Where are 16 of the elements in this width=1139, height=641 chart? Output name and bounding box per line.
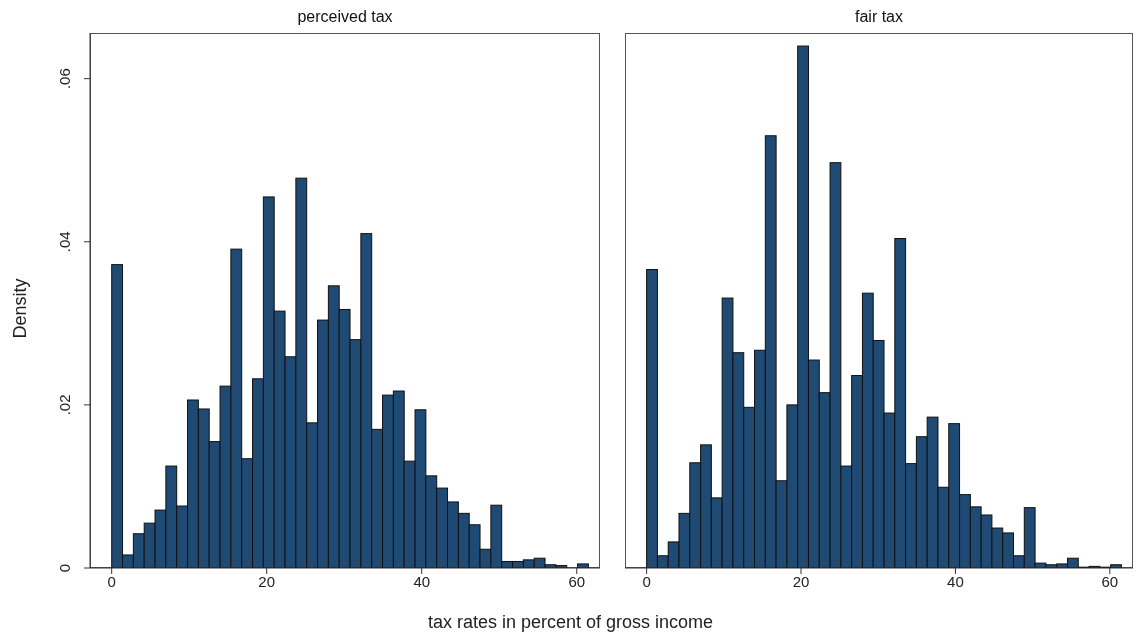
y-tick-label: .06 xyxy=(56,68,73,90)
x-tick-label: 40 xyxy=(947,572,964,590)
chart-title: perceived tax xyxy=(296,8,394,26)
x-tick-label: 0 xyxy=(107,572,116,590)
chart-title: fair tax xyxy=(854,8,904,26)
x-tick-label: 20 xyxy=(258,572,276,590)
x-tick-label: 0 xyxy=(642,572,651,590)
x-axis-title: tax rates in percent of gross income xyxy=(426,612,715,633)
x-tick-label: 60 xyxy=(568,572,586,590)
y-tick-label: .04 xyxy=(56,231,73,253)
x-tick-label: 60 xyxy=(1101,572,1119,590)
y-tick-label: 0 xyxy=(56,563,73,573)
x-tick-label: 40 xyxy=(413,572,431,590)
y-axis-title: Density xyxy=(9,277,31,341)
y-tick-label: .02 xyxy=(56,394,73,416)
x-tick-label: 20 xyxy=(792,572,810,590)
